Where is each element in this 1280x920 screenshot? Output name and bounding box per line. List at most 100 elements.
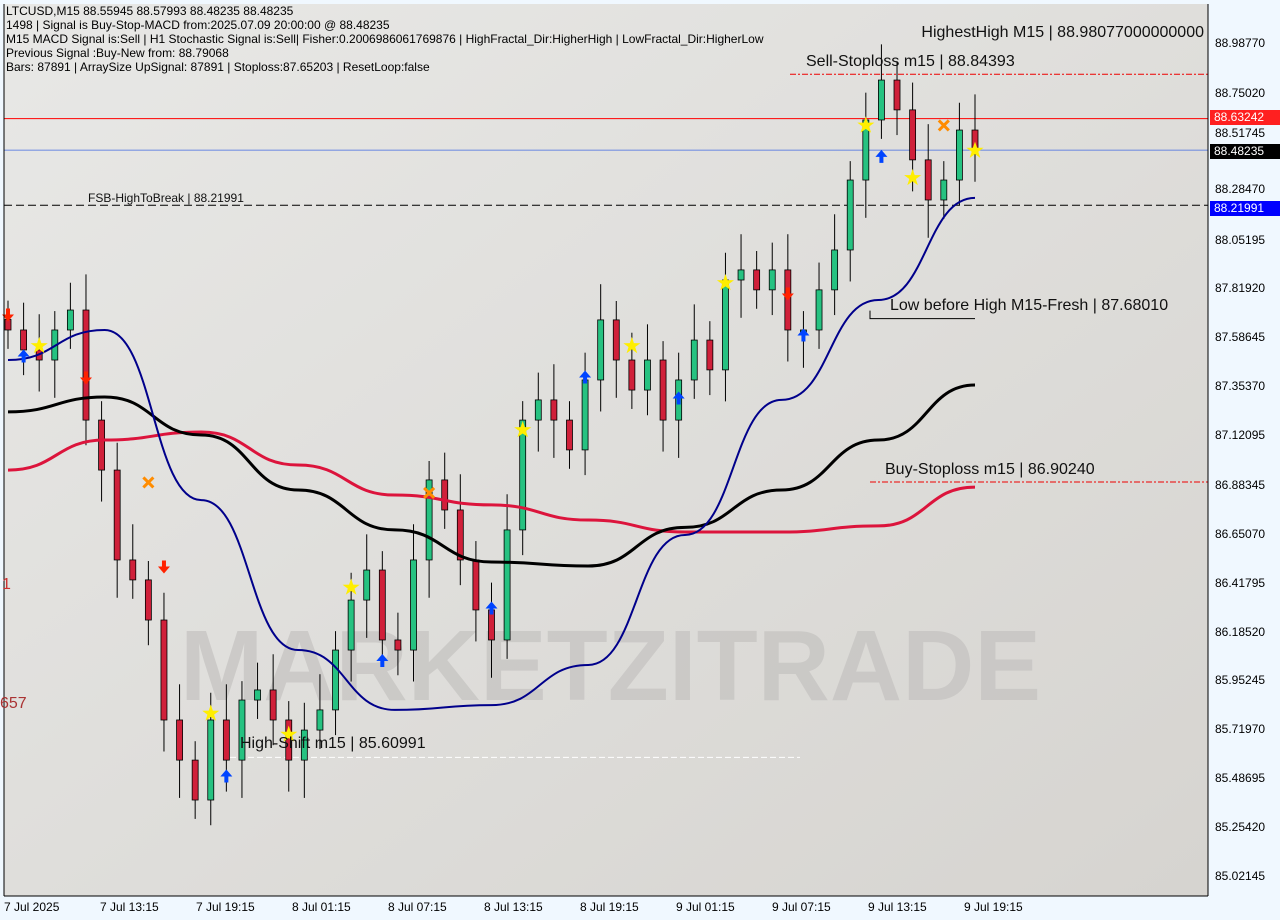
y-tick-label: 85.48695 (1215, 771, 1266, 786)
y-tick-label: 88.05195 (1215, 232, 1266, 247)
star-marker-icon (857, 116, 875, 133)
candle-body (909, 109, 917, 161)
candle-body (581, 379, 589, 451)
candle-body (300, 729, 308, 761)
y-tick-label: 86.41795 (1215, 575, 1266, 590)
y-tick-label: 86.18520 (1215, 624, 1266, 639)
candle-body (612, 319, 620, 361)
sell-arrow-icon (2, 308, 14, 322)
candle-body (113, 469, 121, 561)
ma-slow-line (7, 383, 976, 568)
buy-arrow-icon (220, 769, 233, 783)
candle-body (207, 719, 215, 801)
candle-body (878, 79, 885, 121)
star-marker-icon (623, 336, 641, 354)
y-tick-label: 86.88345 (1215, 477, 1266, 492)
y-tick-label: 86.65070 (1215, 526, 1266, 541)
x-tick-label: 8 Jul 13:15 (484, 900, 543, 914)
candle-body (160, 619, 168, 721)
candle-body (176, 719, 183, 761)
star-marker-icon (514, 421, 532, 438)
candle-body (129, 559, 137, 581)
candle-body (363, 569, 371, 601)
buy-stoploss-label: Buy-Stoploss m15 | 86.90240 (885, 461, 1095, 478)
candle-body (519, 419, 527, 531)
x-tick-label: 8 Jul 01:15 (292, 900, 351, 914)
y-tick-label: 88.51745 (1215, 125, 1266, 140)
candle-body (659, 359, 667, 421)
y-tick-label: 85.25420 (1215, 820, 1266, 835)
cross-marker-icon (423, 486, 436, 500)
buy-arrow-icon (17, 349, 30, 363)
buy-arrow-icon (376, 653, 389, 667)
candle-body (472, 559, 480, 611)
candle-body (269, 689, 277, 721)
candle-body (441, 479, 449, 511)
y-tick-label: 88.98770 (1215, 36, 1266, 50)
sell-stoploss-label: Sell-Stoploss m15 | 88.84393 (806, 53, 1015, 70)
ma-long-line (7, 430, 976, 534)
y-tick-label: 87.58645 (1215, 330, 1266, 345)
candle-body (768, 269, 776, 291)
signal-text: 1498 | Signal is Buy-Stop-MACD from:2025… (6, 18, 390, 32)
previous-signal: Previous Signal :Buy-New from: 88.79068 (6, 46, 229, 60)
candle-body (940, 179, 948, 201)
highest-high-label: HighestHigh M15 | 88.98077000000000 (921, 24, 1204, 41)
candle-body (706, 339, 714, 371)
y-tick-label: 87.81920 (1215, 281, 1266, 296)
candle-body (394, 639, 402, 651)
fsb-label: FSB-HighToBreak | 88.21991 (88, 191, 244, 205)
star-marker-icon (716, 273, 734, 291)
star-marker-icon (966, 141, 984, 158)
indicator-info: LTCUSD,M15 88.55945 88.57993 88.48235 88… (6, 4, 764, 74)
candle-body (347, 599, 355, 651)
candle-body (628, 359, 636, 391)
x-tick-label: 7 Jul 2025 (4, 900, 60, 914)
x-tick-label: 7 Jul 13:15 (100, 900, 159, 914)
candle-body (238, 699, 246, 761)
candle-body (222, 719, 230, 761)
x-tick-label: 7 Jul 19:15 (196, 900, 255, 914)
candle-body (254, 689, 261, 701)
candle-body (410, 559, 417, 651)
candle-body (456, 509, 464, 561)
sell-arrow-icon (781, 287, 794, 301)
candle-body (566, 419, 573, 451)
candle-body (893, 79, 901, 111)
ma-fast-line (7, 196, 976, 711)
candle-body (644, 359, 651, 391)
candle-body (316, 709, 324, 731)
sell-arrow-icon (79, 371, 92, 385)
buy-arrow-icon (875, 149, 888, 163)
buy-arrow-icon (797, 328, 810, 342)
candle-body (737, 269, 745, 281)
candle-body (815, 289, 823, 331)
candle-body (332, 649, 339, 711)
candle-body (66, 309, 74, 331)
y-tick-label: 85.95245 (1215, 673, 1266, 688)
y-tick-label: 88.28470 (1215, 181, 1266, 196)
left-edge-label: 657 (0, 695, 27, 712)
candle-body (425, 479, 433, 561)
candle-body (722, 279, 729, 371)
candle-body (191, 759, 199, 801)
x-tick-label: 8 Jul 07:15 (388, 900, 447, 914)
stop-price-tag: 88.63242 (1210, 110, 1280, 125)
x-tick-label: 9 Jul 01:15 (676, 900, 735, 914)
cross-marker-icon (937, 119, 950, 132)
fsb-price-tag: 88.21991 (1210, 201, 1280, 216)
y-tick-label: 88.75020 (1215, 85, 1266, 100)
y-tick-label: 85.71970 (1215, 722, 1266, 737)
candle-body (690, 339, 698, 381)
y-tick-label: 85.02145 (1215, 868, 1266, 883)
candle-body (831, 249, 839, 291)
high-shift-label: High-Shift m15 | 85.60991 (240, 735, 426, 752)
candle-body (846, 179, 854, 251)
candle-body (82, 309, 90, 421)
star-marker-icon (202, 704, 220, 721)
star-marker-icon (30, 336, 48, 354)
candle-body (534, 399, 542, 421)
buy-arrow-icon (579, 370, 592, 384)
left-edge-label: 1 (2, 576, 11, 593)
